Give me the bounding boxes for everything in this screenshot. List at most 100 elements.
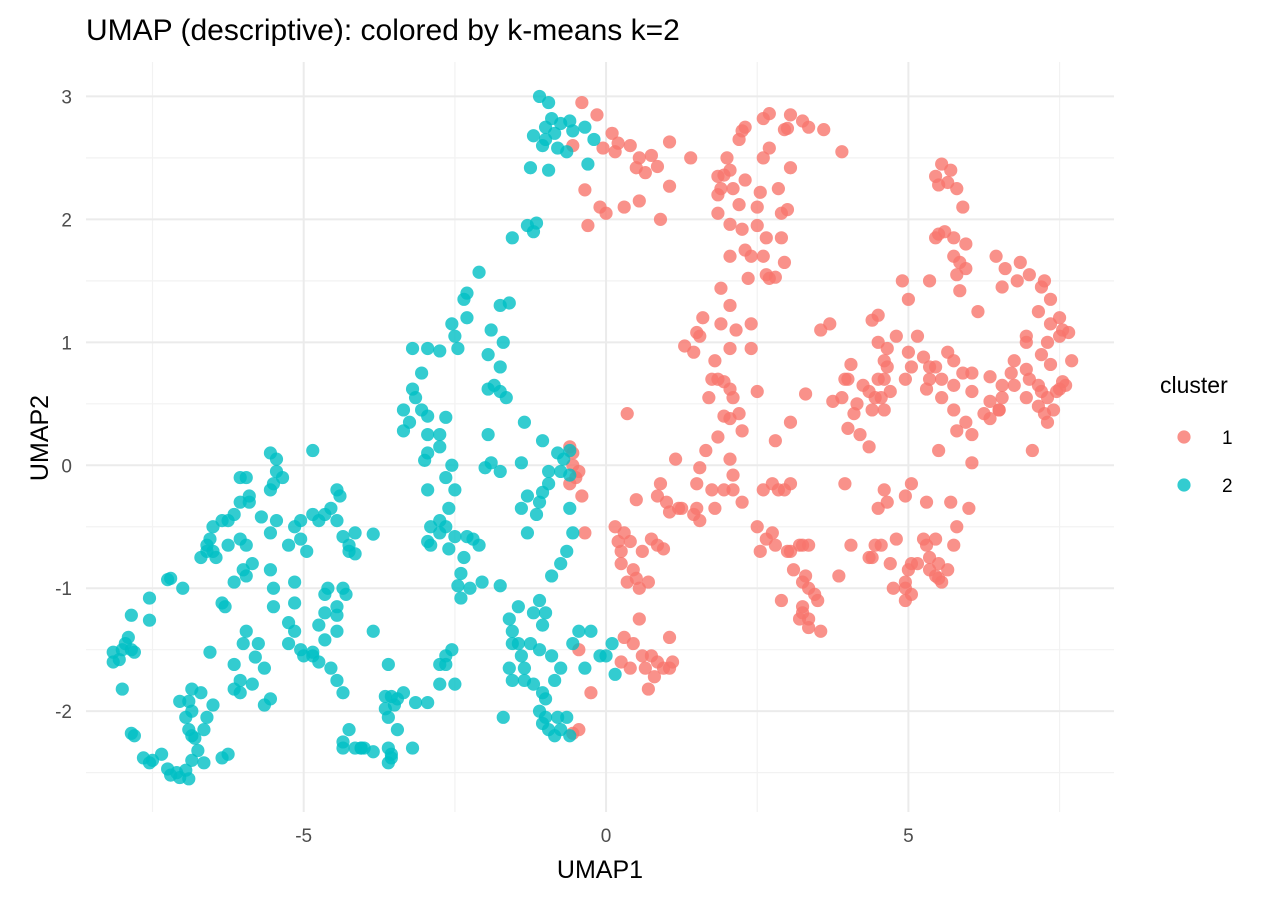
point-cluster-1 xyxy=(756,151,770,165)
x-tick-label: -5 xyxy=(295,826,312,847)
point-cluster-1 xyxy=(768,270,782,284)
point-cluster-1 xyxy=(1019,329,1033,343)
point-cluster-1 xyxy=(759,231,773,245)
point-cluster-2 xyxy=(203,645,217,659)
y-axis-ticks: -2 -1 0 1 2 3 xyxy=(55,87,72,723)
point-cluster-1 xyxy=(635,649,649,663)
point-cluster-2 xyxy=(517,673,532,688)
point-cluster-1 xyxy=(950,424,964,438)
point-cluster-2 xyxy=(421,409,435,423)
point-cluster-1 xyxy=(735,495,749,509)
y-tick-label: 2 xyxy=(61,210,72,231)
point-cluster-1 xyxy=(1007,354,1021,368)
point-cluster-2 xyxy=(312,655,326,669)
point-cluster-2 xyxy=(288,520,302,534)
point-cluster-1 xyxy=(1065,354,1079,368)
point-cluster-1 xyxy=(965,456,979,470)
point-cluster-1 xyxy=(650,159,665,174)
point-cluster-1 xyxy=(1019,391,1033,405)
legend-swatch xyxy=(1177,430,1191,444)
point-cluster-2 xyxy=(538,692,553,706)
point-cluster-1 xyxy=(919,495,934,509)
point-cluster-1 xyxy=(832,569,846,583)
point-cluster-1 xyxy=(662,630,677,645)
point-cluster-1 xyxy=(617,630,631,645)
point-cluster-1 xyxy=(708,354,722,368)
point-cluster-2 xyxy=(209,550,223,565)
point-cluster-1 xyxy=(935,391,949,405)
point-cluster-2 xyxy=(339,587,353,601)
point-cluster-1 xyxy=(744,341,758,356)
point-cluster-1 xyxy=(944,163,958,177)
point-cluster-2 xyxy=(121,630,135,645)
point-cluster-1 xyxy=(756,249,770,263)
point-cluster-2 xyxy=(448,529,462,544)
point-cluster-2 xyxy=(227,657,241,672)
point-cluster-2 xyxy=(493,360,507,374)
point-cluster-2 xyxy=(396,686,411,700)
point-cluster-2 xyxy=(448,483,462,497)
point-cluster-1 xyxy=(693,461,707,475)
point-cluster-1 xyxy=(795,114,810,128)
point-cluster-2 xyxy=(526,129,541,143)
point-cluster-2 xyxy=(330,673,344,688)
point-cluster-1 xyxy=(623,139,637,153)
point-cluster-1 xyxy=(1043,357,1058,372)
point-cluster-1 xyxy=(702,391,716,405)
point-cluster-2 xyxy=(348,547,362,561)
x-tick-label: 0 xyxy=(601,826,612,847)
point-cluster-1 xyxy=(898,489,912,503)
point-cluster-1 xyxy=(723,249,737,263)
point-cluster-1 xyxy=(1007,378,1021,392)
point-cluster-2 xyxy=(185,682,199,696)
point-cluster-1 xyxy=(768,434,782,448)
point-cluster-1 xyxy=(841,421,855,435)
point-cluster-2 xyxy=(206,520,220,534)
point-cluster-1 xyxy=(1031,399,1046,413)
point-cluster-1 xyxy=(877,354,891,368)
point-cluster-2 xyxy=(545,649,559,663)
point-cluster-2 xyxy=(306,443,320,458)
point-cluster-1 xyxy=(853,427,867,442)
point-cluster-2 xyxy=(599,649,613,663)
point-cluster-2 xyxy=(442,501,456,515)
point-cluster-1 xyxy=(711,206,725,220)
point-cluster-1 xyxy=(792,612,807,626)
point-cluster-1 xyxy=(714,182,728,196)
point-cluster-2 xyxy=(115,682,129,696)
point-cluster-2 xyxy=(266,600,281,614)
chart-title: UMAP (descriptive): colored by k-means k… xyxy=(86,14,680,47)
point-cluster-2 xyxy=(366,624,380,638)
legend-label: 2 xyxy=(1222,476,1233,497)
point-cluster-1 xyxy=(723,217,737,231)
point-cluster-2 xyxy=(560,544,574,558)
point-cluster-1 xyxy=(965,384,979,399)
point-cluster-2 xyxy=(421,483,435,497)
point-cluster-1 xyxy=(901,292,916,306)
point-cluster-1 xyxy=(919,382,934,396)
point-cluster-1 xyxy=(941,563,955,577)
point-cluster-1 xyxy=(665,655,680,669)
point-cluster-2 xyxy=(448,677,462,691)
point-cluster-1 xyxy=(904,477,919,491)
point-cluster-1 xyxy=(638,166,652,180)
point-cluster-1 xyxy=(935,372,949,386)
point-cluster-1 xyxy=(847,407,861,421)
point-cluster-1 xyxy=(838,477,852,491)
point-cluster-2 xyxy=(281,616,296,630)
point-cluster-2 xyxy=(269,452,284,466)
point-cluster-2 xyxy=(233,686,247,700)
point-cluster-1 xyxy=(662,135,677,149)
point-cluster-2 xyxy=(472,538,486,552)
point-cluster-1 xyxy=(605,126,619,140)
point-cluster-1 xyxy=(889,532,903,546)
point-cluster-2 xyxy=(245,557,259,571)
point-cluster-1 xyxy=(617,200,631,214)
point-cluster-2 xyxy=(233,495,247,509)
point-cluster-1 xyxy=(871,335,885,349)
point-cluster-2 xyxy=(563,729,577,743)
point-cluster-2 xyxy=(563,443,577,458)
point-cluster-2 xyxy=(288,575,302,589)
point-cluster-1 xyxy=(575,489,589,503)
point-cluster-2 xyxy=(454,591,468,605)
